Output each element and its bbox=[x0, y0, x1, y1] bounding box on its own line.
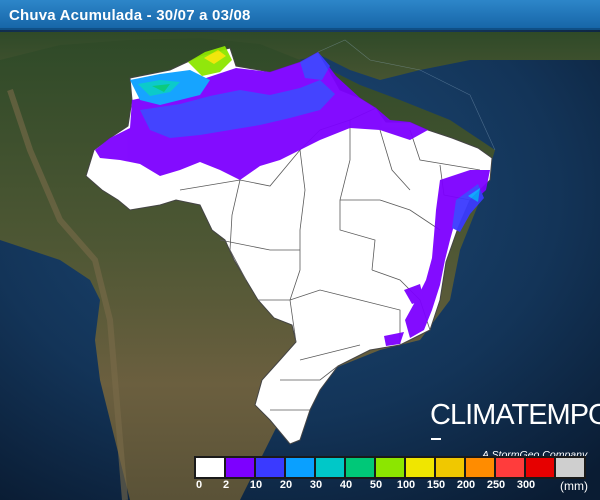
legend-swatch bbox=[436, 458, 464, 477]
legend-swatches bbox=[194, 456, 586, 479]
coastline-hint bbox=[317, 39, 496, 151]
legend-unit: (mm) bbox=[560, 479, 588, 493]
climatempo-logo: CLIMATEMPO bbox=[430, 400, 600, 448]
legend-labels: 0 2 10 20 30 40 50 100 150 200 250 300 bbox=[194, 478, 554, 494]
legend-label: 40 bbox=[339, 479, 353, 491]
legend-swatch bbox=[376, 458, 404, 477]
rainfall-overlay bbox=[95, 46, 490, 346]
legend-swatch bbox=[466, 458, 494, 477]
logo-text: CLIMATEMPO bbox=[430, 399, 600, 431]
legend-label: 0 bbox=[196, 479, 203, 491]
map-title: Chuva Acumulada - 30/07 a 03/08 bbox=[9, 7, 251, 24]
title-bar: Chuva Acumulada - 30/07 a 03/08 bbox=[0, 0, 600, 30]
legend-label: 200 bbox=[456, 479, 476, 491]
legend-swatch bbox=[526, 458, 554, 477]
legend-swatch bbox=[556, 458, 584, 477]
legend-swatch bbox=[496, 458, 524, 477]
logo-tail-icon bbox=[431, 437, 441, 440]
legend-label: 250 bbox=[486, 479, 506, 491]
legend-label: 30 bbox=[309, 479, 323, 491]
legend-swatch bbox=[256, 458, 284, 477]
legend-label: 100 bbox=[396, 479, 416, 491]
legend-swatch bbox=[346, 458, 374, 477]
legend-swatch bbox=[286, 458, 314, 477]
legend-swatch bbox=[316, 458, 344, 477]
legend-label: 150 bbox=[426, 479, 446, 491]
rainfall-map bbox=[0, 30, 600, 500]
legend-label: 20 bbox=[279, 479, 293, 491]
rainfall-legend: 0 2 10 20 30 40 50 100 150 200 250 300 (mm) bbox=[194, 456, 600, 500]
legend-swatch bbox=[406, 458, 434, 477]
legend-label: 10 bbox=[249, 479, 263, 491]
legend-swatch bbox=[226, 458, 254, 477]
climatempo-brand: CLIMATEMPO A StormGeo Company bbox=[430, 400, 600, 461]
state-borders bbox=[179, 107, 481, 411]
legend-swatch bbox=[196, 458, 224, 477]
andes-ridge bbox=[7, 89, 128, 500]
legend-label: 2 bbox=[222, 479, 230, 491]
legend-label: 50 bbox=[369, 479, 383, 491]
legend-label: 300 bbox=[516, 479, 536, 491]
